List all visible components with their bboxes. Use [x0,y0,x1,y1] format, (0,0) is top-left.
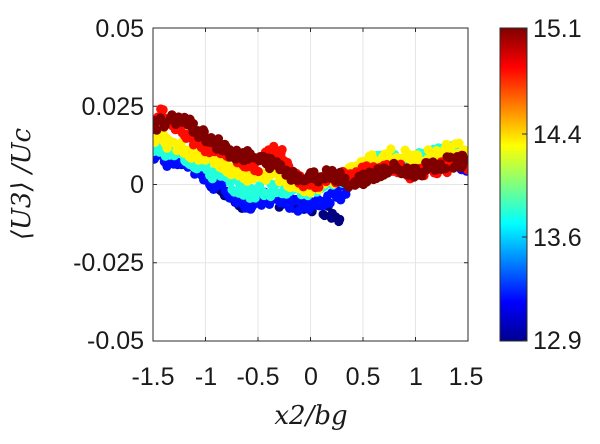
colorbar-tick-label: 15.1 [533,15,582,43]
x-axis-label: x2/bg [274,401,347,431]
scatter-point [162,143,172,153]
y-tick-labels: 0.05 0.025 0 -0.025 -0.05 [73,15,144,355]
colorbar [499,27,528,342]
scatter-point [277,145,287,155]
scatter-point [340,173,350,183]
y-tick-label: 0.025 [81,93,144,121]
colorbar-ticks [522,28,527,341]
colorbar-tick-label: 13.6 [533,224,582,252]
scatter-point [158,105,168,115]
scatter-point [153,125,162,135]
scatter-point [334,216,344,227]
scatter-point [297,202,307,212]
scatter-point [309,167,319,177]
scatter-point [410,150,420,160]
x-tick-label: -0.5 [236,363,279,391]
y-axis-label: ⟨U3⟩ /Uc [7,127,37,240]
scatter-point [319,210,330,221]
y-tick-label: 0.05 [95,15,144,43]
scatter-point [291,196,301,206]
scatter-point [253,166,263,177]
x-tick-label: -1 [195,363,217,391]
axis-ticks [152,27,469,342]
x-tick-label: 0.5 [346,363,381,391]
x-tick-label: 1 [409,363,423,391]
scatter-point [463,155,468,165]
scatter-point [454,138,464,148]
scatter-point [199,127,209,137]
scatter-point [284,203,295,213]
y-tick-label: -0.05 [87,327,144,355]
scatter-points [153,104,468,227]
colorbar-tick-label: 12.9 [533,327,582,355]
scatter-point [386,144,396,154]
y-tick-label: 0 [130,171,144,199]
x-tick-label: 0 [304,363,318,391]
colorbar-tick-label: 14.4 [533,121,582,149]
x-tick-label: -1.5 [131,363,174,391]
x-tick-labels: -1.5 -1 -0.5 0 0.5 1 1.5 [131,363,483,391]
y-tick-label: -0.025 [73,249,144,277]
scatter-point [444,153,455,163]
scatter-point [325,198,335,208]
scatter-point [441,164,451,174]
scatter-point [457,161,467,171]
scatter-point [213,134,224,144]
x-tick-label: 1.5 [449,363,484,391]
